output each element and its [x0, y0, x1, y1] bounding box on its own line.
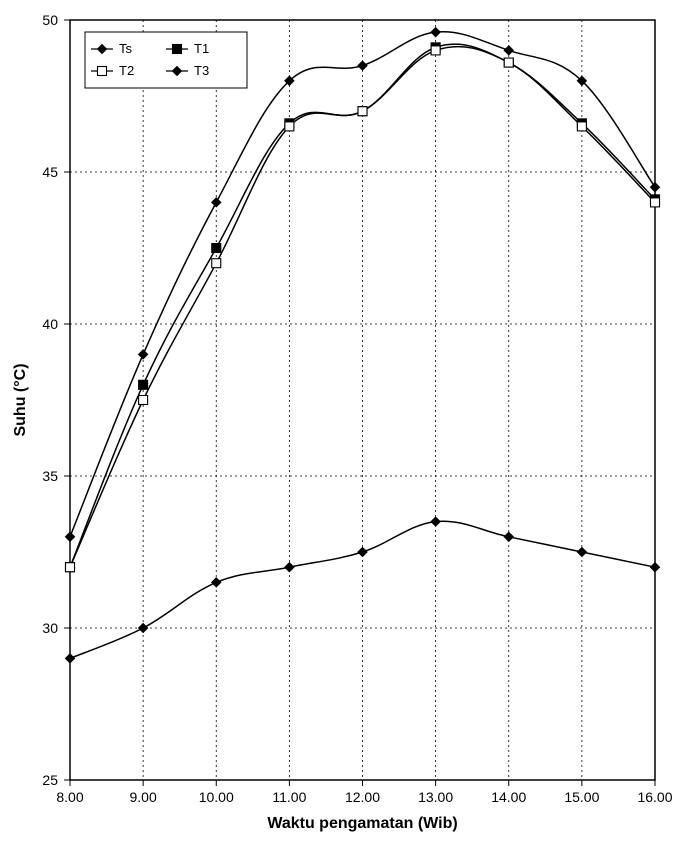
y-axis-title: Suhu (°C) [12, 363, 29, 436]
x-axis-title: Waktu pengamatan (Wib) [267, 815, 457, 832]
legend-label: T1 [194, 41, 209, 56]
y-tick-label: 45 [42, 164, 58, 180]
x-tick-label: 16.00 [637, 789, 672, 805]
markers-T3 [66, 28, 660, 542]
x-tick-label: 9.00 [130, 789, 157, 805]
y-tick-label: 35 [42, 468, 58, 484]
y-tick-label: 40 [42, 316, 58, 332]
legend-label: T2 [119, 63, 134, 78]
legend-label: Ts [119, 41, 133, 56]
x-tick-label: 13.00 [418, 789, 453, 805]
x-tick-label: 14.00 [491, 789, 526, 805]
y-tick-label: 50 [42, 12, 58, 28]
y-tick-label: 30 [42, 620, 58, 636]
x-tick-label: 15.00 [564, 789, 599, 805]
markers-T1 [66, 43, 660, 572]
x-tick-label: 12.00 [345, 789, 380, 805]
y-tick-label: 25 [42, 772, 58, 788]
grid [70, 20, 655, 780]
markers-T2 [66, 46, 660, 572]
legend-label: T3 [194, 63, 209, 78]
temperature-chart: 8.00 9.00 10.00 11.00 12.00 13.00 14.00 15.00 16… [0, 0, 677, 853]
x-tick-label: 8.00 [56, 789, 83, 805]
x-tick-label: 11.00 [272, 789, 306, 805]
chart-svg: 8.00 9.00 10.00 11.00 12.00 13.00 14.00 15.00 16… [0, 0, 677, 853]
x-tick-label: 10.00 [199, 789, 234, 805]
legend: Ts T1 T2 T3 [85, 32, 247, 88]
